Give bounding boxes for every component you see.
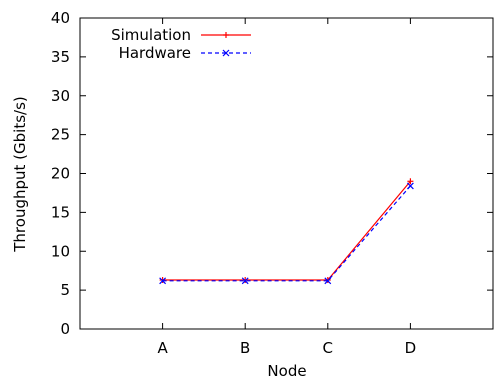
y-axis-label: Throughput (Gbits/s): [11, 96, 29, 252]
x-tick-label: B: [240, 339, 250, 357]
y-tick-label: 20: [51, 165, 70, 183]
marker-stroke: [406, 182, 414, 190]
x-tick-label: C: [323, 339, 333, 357]
y-tick-label: 25: [51, 126, 70, 144]
data-point-hardware: [324, 277, 332, 285]
x-axis-label: Node: [267, 362, 306, 380]
y-tick-label: 40: [51, 9, 70, 27]
y-tick-label: 30: [51, 87, 70, 105]
legend-label: Simulation: [111, 26, 191, 44]
legend-marker-simulation: [223, 32, 229, 38]
data-point-hardware: [406, 182, 414, 190]
plot-frame: [79, 17, 494, 330]
series-line-simulation: [162, 180, 411, 281]
marker-stroke: [324, 277, 332, 285]
marker-stroke: [159, 277, 167, 285]
x-tick-label: D: [405, 339, 417, 357]
y-tick-label: 0: [60, 320, 70, 338]
y-tick-label: 10: [51, 242, 70, 260]
series-line-hardware: [162, 185, 411, 282]
marker-stroke: [222, 49, 230, 57]
y-tick-label: 5: [60, 281, 70, 299]
legend-label: Hardware: [119, 44, 191, 62]
legend-marker-hardware: [222, 49, 230, 57]
y-tick-label: 35: [51, 48, 70, 66]
data-point-simulation: [407, 178, 414, 185]
x-tick-label: A: [157, 339, 168, 357]
data-point-hardware: [159, 277, 167, 285]
data-point-hardware: [241, 277, 249, 285]
axes: 0 5 10 15 20 25 30 35 40 A B C D: [51, 9, 494, 357]
series-group: [159, 178, 414, 285]
marker-stroke: [241, 277, 249, 285]
y-tick-label: 15: [51, 203, 70, 221]
